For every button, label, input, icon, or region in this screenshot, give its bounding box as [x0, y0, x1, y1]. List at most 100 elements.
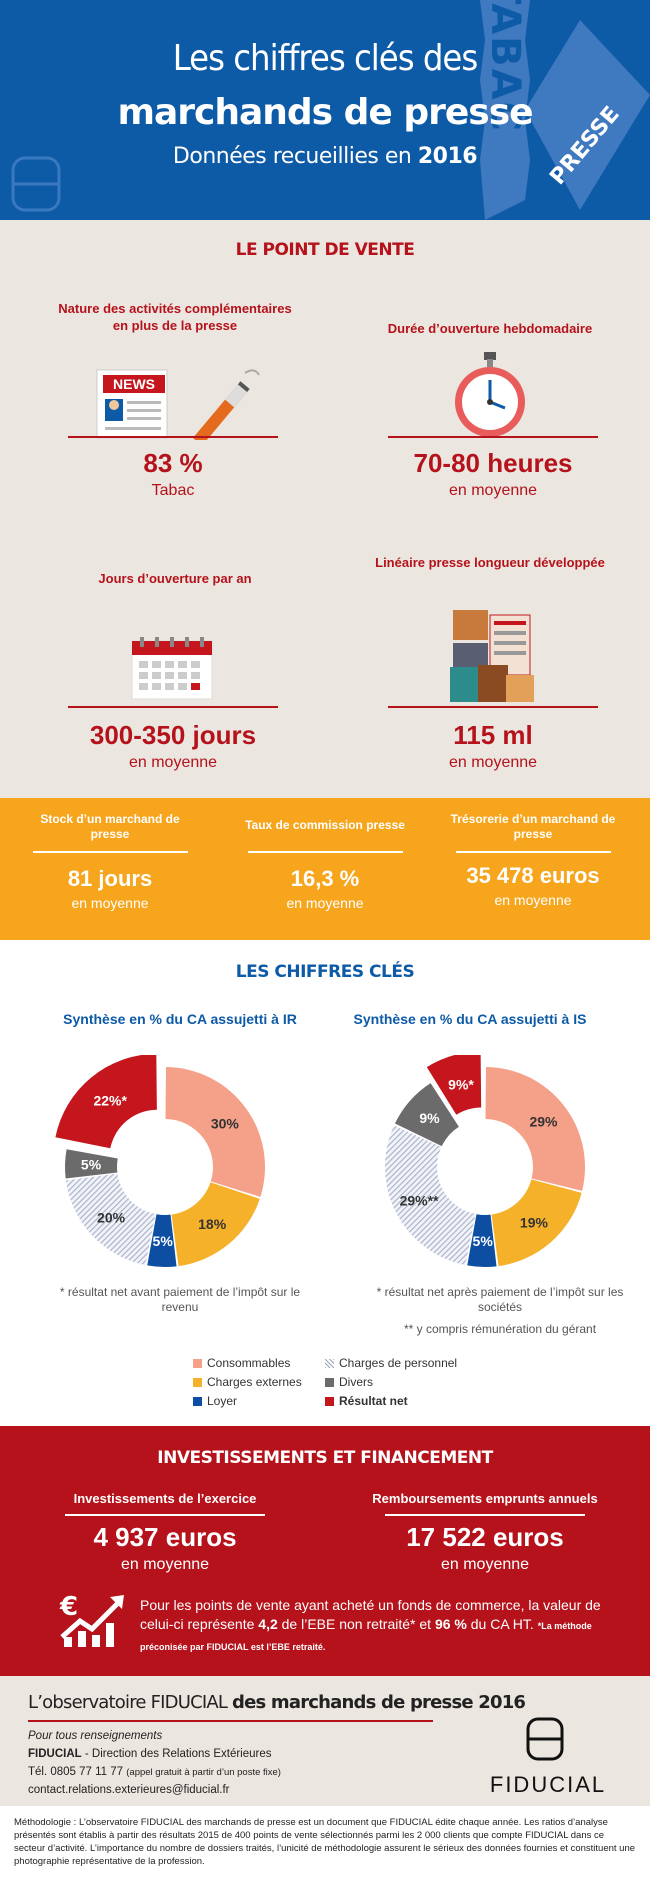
euro-growth-icon: €: [59, 1592, 124, 1647]
ir-label-charges-externes: 18%: [198, 1216, 227, 1232]
renseignements-text: Pour tous renseignements: [28, 1730, 163, 1742]
header-line3: Données recueillies en 2016: [0, 143, 650, 171]
legend-swatch-loyer: [193, 1397, 202, 1407]
lineaire-label: Linéaire presse longueur développée: [375, 555, 605, 570]
ir-slice-loyer: [147, 1214, 177, 1267]
is-slice-charges-personnel: [384, 1125, 476, 1266]
stock-taux-tresorerie-band: Stock d’un marchand de presse 81 jours e…: [0, 798, 650, 940]
header-year: 2016: [417, 144, 478, 169]
is-slice-divers: [394, 1083, 459, 1147]
ir-label-resultat-net: 22%*: [93, 1093, 127, 1109]
is-label-loyer: 5%: [473, 1233, 494, 1249]
duree-value: 70-80 heures: [413, 448, 573, 478]
jours-divider: [68, 706, 278, 708]
stock-label: Stock d’un marchand de presse: [40, 812, 180, 841]
newspaper-cigarette-icon: NEWS: [96, 369, 260, 440]
rembours-sub: en moyenne: [440, 1556, 530, 1573]
taux-divider: [248, 851, 403, 853]
ir-note: * résultat net avant paiement de l’impôt…: [59, 1285, 301, 1314]
is-donut-chart: 29% 19% 5% 29%** 9% 9%*: [384, 1055, 585, 1267]
ir-slice-charges-externes: [171, 1182, 260, 1267]
tresorerie-value: 35 478 euros: [466, 863, 600, 888]
legend-resultat-net: Résultat net: [325, 1393, 408, 1409]
tabac-presse-sign-icon: TABAC PRESSE: [480, 0, 650, 220]
observatoire-title-b: des marchands de presse 2016: [232, 1692, 526, 1713]
ir-label-consommables: 30%: [211, 1116, 240, 1132]
tresorerie-sub: en moyenne: [494, 892, 572, 908]
fiducial-logo-icon: [11, 156, 61, 212]
news-icon-text: NEWS: [113, 376, 155, 392]
is-slice-charges-externes: [491, 1179, 582, 1267]
telephone-number: Tél. 0805 77 11 77: [28, 1766, 127, 1778]
rembours-label: Remboursements emprunts annuels: [372, 1491, 598, 1506]
legend-consommables: Consommables: [193, 1355, 290, 1371]
jours-sub: en moyenne: [128, 754, 218, 771]
duree-divider: [388, 436, 598, 438]
observatoire-divider: [28, 1720, 433, 1722]
methodologie-section: Méthodologie : L’observatoire FIDUCIAL d…: [0, 1806, 650, 1885]
header-line2: marchands de presse: [117, 92, 533, 133]
duree-sub: en moyenne: [448, 482, 538, 499]
point-de-vente-title: LE POINT DE VENTE: [235, 240, 415, 260]
legend-divers: Divers: [325, 1374, 373, 1390]
direction-fiducial: FIDUCIAL: [28, 1748, 82, 1760]
ir-label-charges-personnel: 20%: [97, 1210, 126, 1226]
tabac-sign-text: TABAC: [482, 0, 528, 133]
stock-sub: en moyenne: [71, 895, 149, 911]
fonds-text-c: de l’EBE non retraité* et: [277, 1616, 435, 1632]
legend-label-resultat-net: Résultat net: [339, 1394, 408, 1408]
is-slice-resultat-net: [426, 1055, 482, 1115]
is-note-2: ** y compris rémunération du gérant: [403, 1322, 597, 1336]
lineaire-sub: en moyenne: [448, 754, 538, 771]
is-label-charges-externes: 19%: [520, 1215, 549, 1231]
ir-slice-resultat-net: [55, 1055, 157, 1149]
telephone-note: (appel gratuit à partir d’un poste fixe): [126, 1767, 281, 1778]
fonds-note: *La méthode préconisée par FIDUCIAL est …: [140, 1621, 592, 1652]
is-label-consommables: 29%: [529, 1114, 558, 1130]
calendar-icon: [131, 637, 213, 700]
activites-sub: Tabac: [151, 482, 195, 499]
legend-label-loyer: Loyer: [207, 1394, 238, 1408]
fonds-text-e: du CA HT.: [466, 1616, 538, 1632]
legend-label-charges-personnel: Charges de personnel: [339, 1356, 458, 1370]
tresorerie-divider: [456, 851, 611, 853]
ir-label-divers: 5%: [81, 1157, 102, 1173]
taux-sub: en moyenne: [286, 895, 364, 911]
direction-label: - Direction des Relations Extérieures: [81, 1748, 272, 1760]
fonds-text-a: Pour les points de vente ayant acheté un…: [140, 1597, 601, 1632]
fiducial-brand-icon: [526, 1717, 564, 1761]
ir-chart-title: Synthèse en % du CA assujetti à IR: [63, 1011, 297, 1027]
is-label-charges-personnel: 29%**: [400, 1193, 439, 1209]
activites-divider: [68, 436, 278, 438]
newsstand-icon: [450, 610, 534, 702]
is-chart-title: Synthèse en % du CA assujetti à IS: [353, 1011, 587, 1027]
ir-slice-divers: [65, 1149, 118, 1179]
fiducial-brand-name: FIDUCIAL: [489, 1772, 607, 1797]
point-de-vente-section: LE POINT DE VENTE Nature des activités c…: [0, 220, 650, 798]
tresorerie-label: Trésorerie d’un marchand de presse: [450, 812, 616, 841]
fonds-ebe-value: 4,2: [258, 1616, 278, 1632]
jours-value: 300-350 jours: [89, 720, 257, 750]
legend-label-consommables: Consommables: [207, 1356, 291, 1370]
jours-label: Jours d’ouverture par an: [98, 571, 252, 586]
investissements-title: INVESTISSEMENTS ET FINANCEMENT: [157, 1448, 493, 1468]
fonds-commerce-text: Pour les points de vente ayant acheté un…: [140, 1596, 630, 1657]
legend-label-divers: Divers: [339, 1375, 374, 1389]
legend-charges-externes: Charges externes: [193, 1374, 302, 1390]
legend-swatch-consommables: [193, 1359, 202, 1369]
contact-email-link[interactable]: contact.relations.exterieures@fiducial.f…: [28, 1784, 230, 1796]
investissements-section: INVESTISSEMENTS ET FINANCEMENT Investiss…: [0, 1426, 650, 1676]
is-slice-consommables: [485, 1067, 585, 1191]
footer-section: L’observatoire FIDUCIAL des marchands de…: [0, 1676, 650, 1806]
legend-charges-personnel: Charges de personnel: [325, 1355, 457, 1371]
stock-value: 81 jours: [67, 866, 153, 891]
chiffres-cles-title: LES CHIFFRES CLÉS: [235, 962, 415, 982]
taux-value: 16,3 %: [290, 866, 360, 891]
ir-label-loyer: 5%: [153, 1233, 174, 1249]
header-line1: Les chiffres clés des: [172, 38, 479, 79]
invest-sub: en moyenne: [120, 1556, 210, 1573]
chiffres-cles-section: LES CHIFFRES CLÉS Synthèse en % du CA as…: [0, 940, 650, 1426]
rembours-divider: [385, 1514, 585, 1516]
invest-label: Investissements de l’exercice: [73, 1491, 257, 1506]
ir-donut-chart: 30% 18% 5% 20% 5% 22%*: [55, 1055, 265, 1267]
